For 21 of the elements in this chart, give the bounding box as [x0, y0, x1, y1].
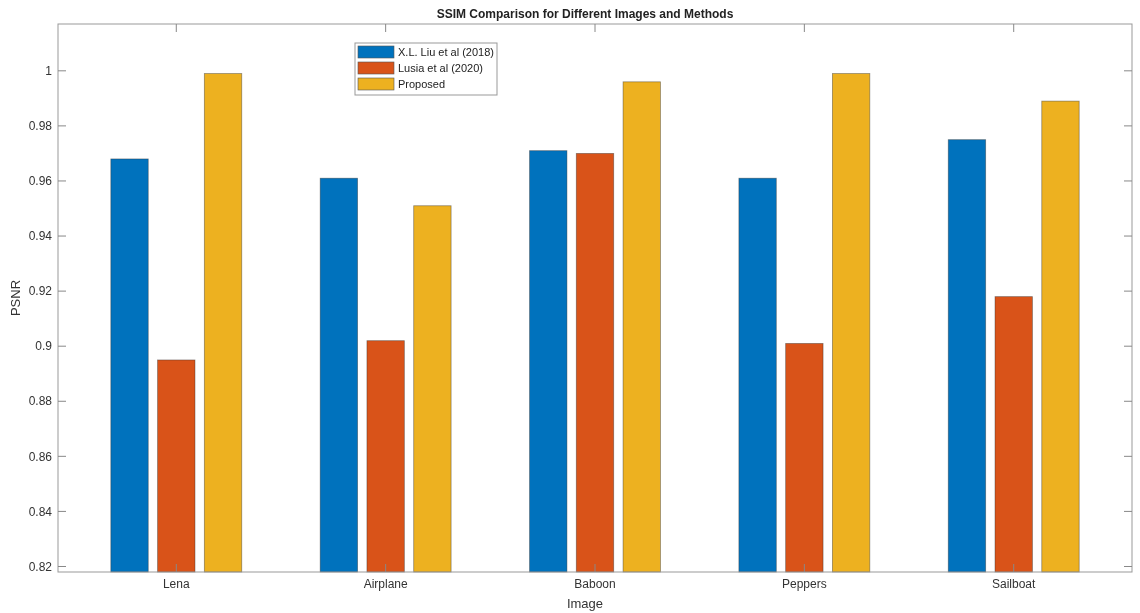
- y-tick-label: 0.84: [28, 504, 53, 519]
- y-tick-label: 0.92: [28, 284, 53, 299]
- y-tick-label: 1: [45, 64, 53, 79]
- x-tick-label: Peppers: [782, 577, 827, 591]
- y-tick-label: 0.9: [35, 339, 53, 354]
- legend-label: X.L. Liu et al (2018): [398, 45, 495, 58]
- y-tick-label: 0.82: [28, 559, 53, 574]
- y-tick-label: 0.94: [28, 229, 53, 244]
- y-tick-label: 0.86: [28, 449, 53, 464]
- x-tick-label: Airplane: [363, 577, 408, 591]
- legend-label: Lusia et al (2020): [398, 61, 483, 74]
- x-tick-label: Baboon: [574, 577, 616, 591]
- y-tick-label: 0.88: [28, 394, 53, 409]
- y-tick-label: 0.98: [28, 119, 53, 134]
- x-tick-label: Lena: [162, 577, 190, 591]
- y-tick-label: 0.96: [28, 174, 53, 189]
- y-axis-title: PSNR: [8, 279, 23, 317]
- x-axis-title: Image: [566, 596, 604, 611]
- chart-title: SSIM Comparison for Different Images and Methods: [436, 7, 734, 21]
- x-tick-label: Sailboat: [992, 577, 1037, 591]
- legend-label: Proposed: [398, 77, 446, 90]
